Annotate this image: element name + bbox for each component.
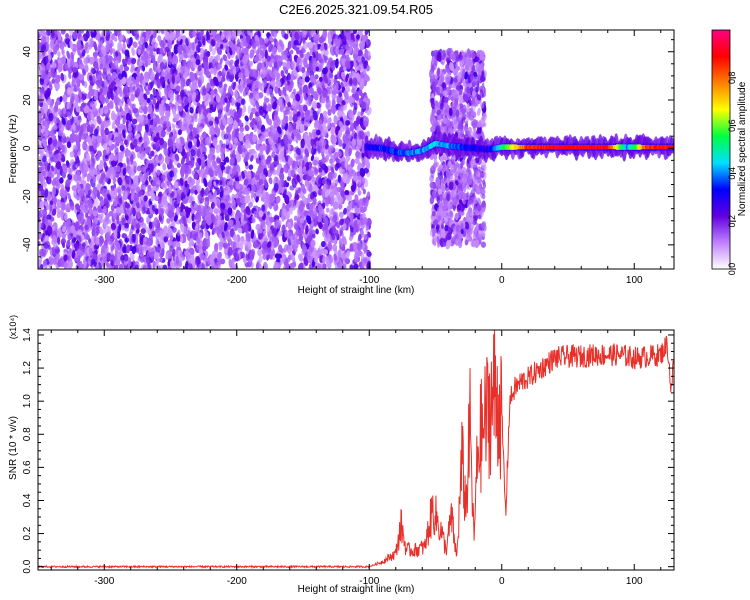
heatmap-cell xyxy=(193,113,198,123)
heatmap-cell xyxy=(211,47,217,56)
heatmap-cell xyxy=(68,30,74,35)
heatmap-cell xyxy=(153,124,159,135)
heatmap-cell xyxy=(242,104,247,113)
heatmap-cell xyxy=(348,235,353,241)
figure-title: C2E6.2025.321.09.54.R05 xyxy=(279,2,433,17)
heatmap-cell xyxy=(129,251,135,261)
heatmap-cell xyxy=(60,30,66,35)
heatmap-cell xyxy=(180,156,186,166)
heatmap-cell xyxy=(57,51,61,58)
heatmap-cell xyxy=(278,171,285,181)
heatmap-cell xyxy=(136,165,142,172)
heatmap-cell xyxy=(162,163,167,171)
spectrogram-heatmap xyxy=(38,30,488,269)
heatmap-cell xyxy=(257,247,263,257)
